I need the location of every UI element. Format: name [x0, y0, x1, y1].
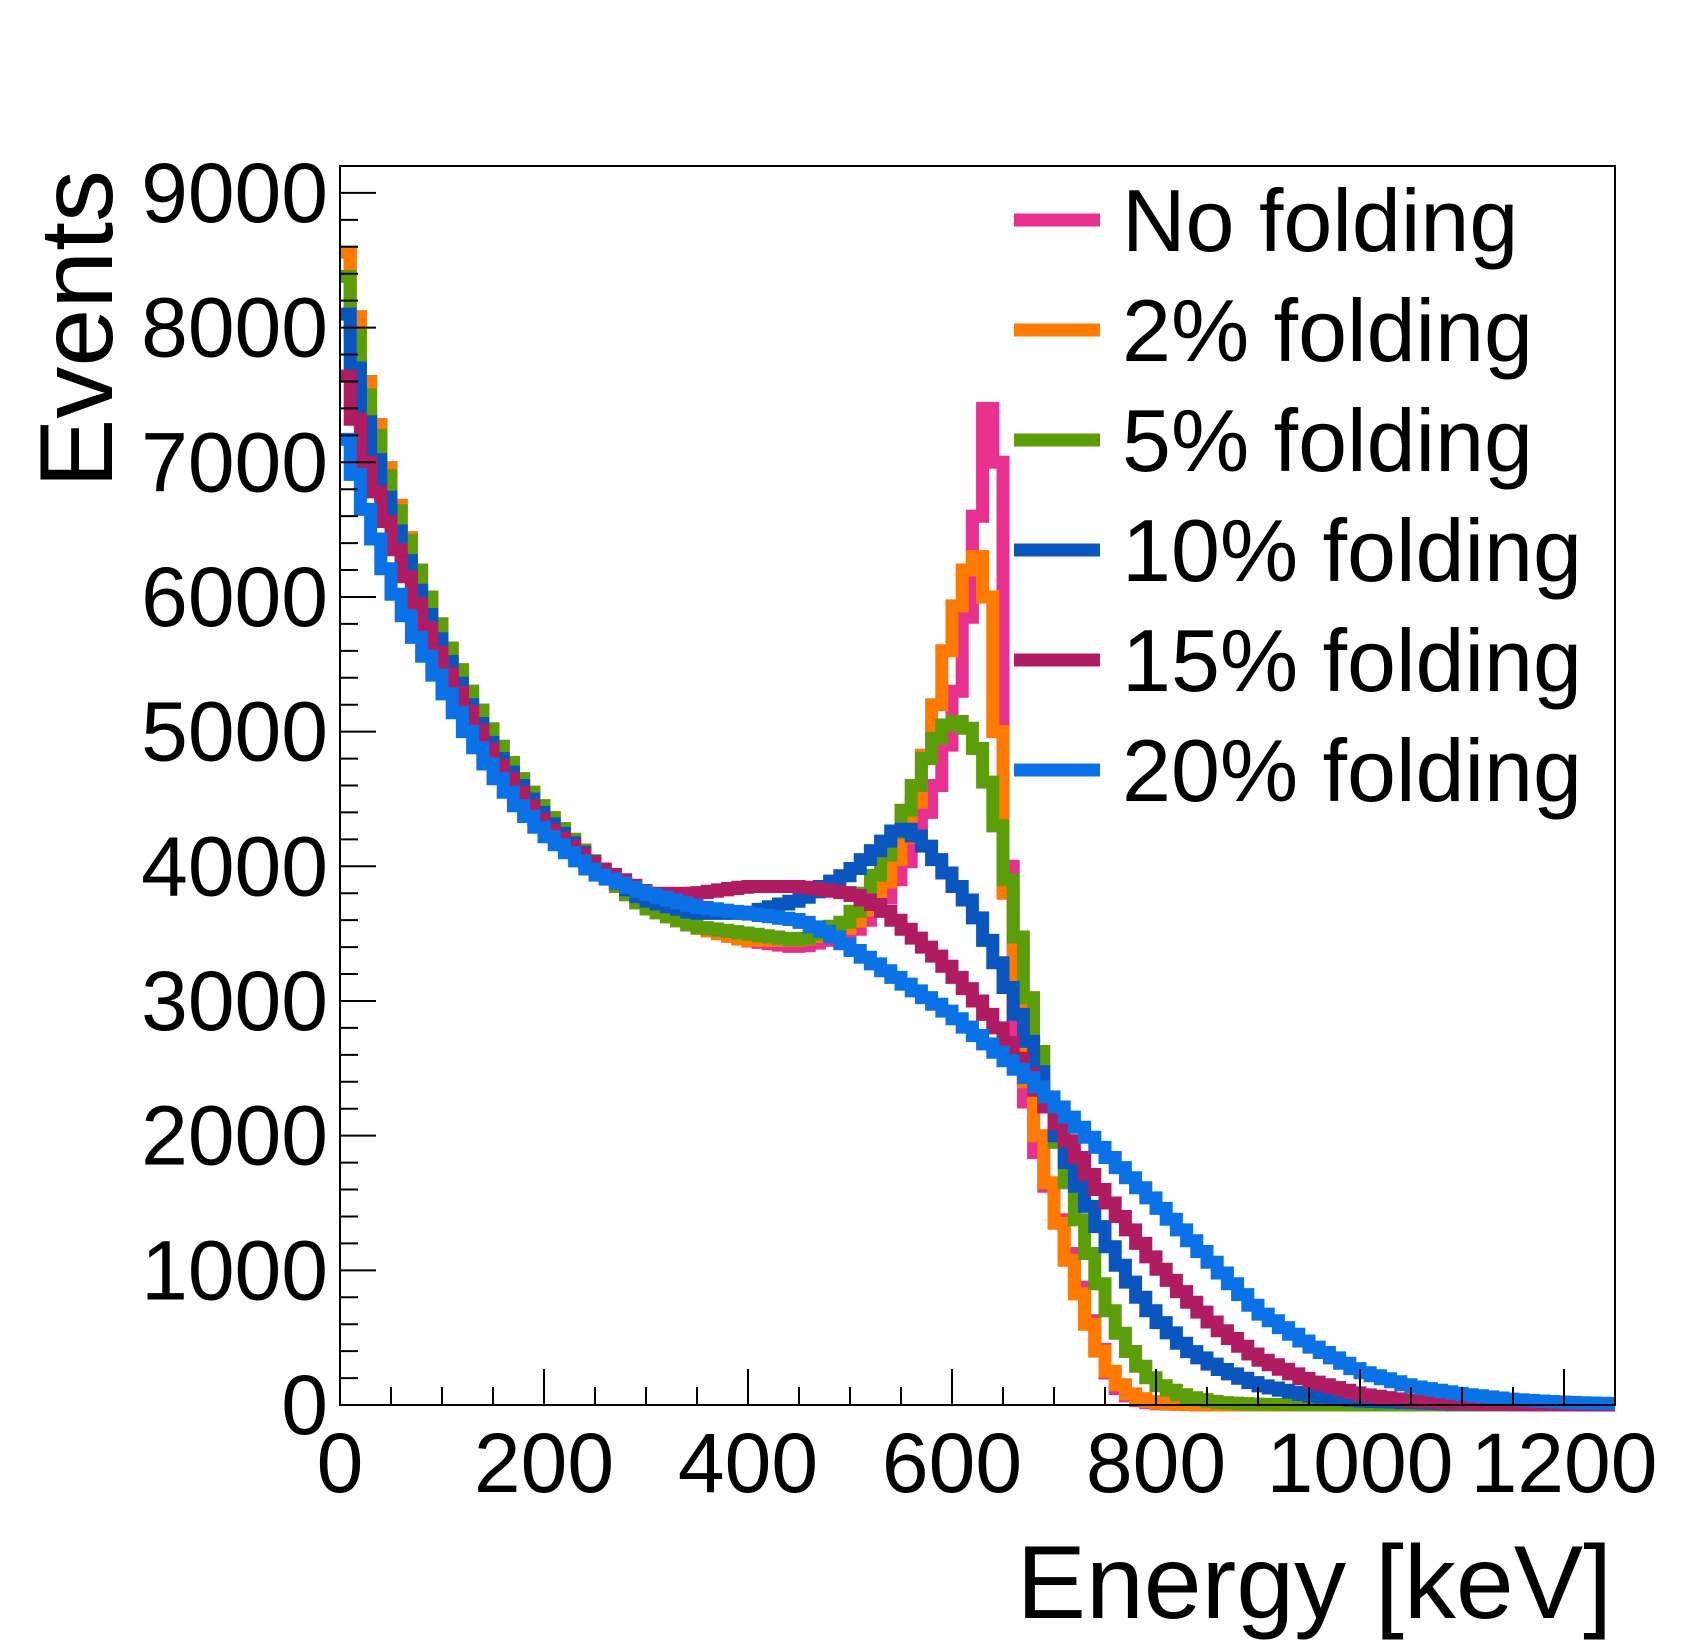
y-tick-label: 1000 — [141, 1223, 328, 1317]
y-axis-title: Events — [19, 170, 135, 488]
x-tick-label: 400 — [678, 1416, 818, 1510]
y-tick-label: 7000 — [141, 415, 328, 509]
x-axis-title: Energy [keV] — [1017, 1525, 1612, 1641]
y-tick-label: 0 — [281, 1358, 328, 1452]
tick-labels-layer: 0 200 400 600 800 1000 12000100020003000400050… — [141, 146, 1657, 1510]
x-tick-label: 1000 — [1267, 1416, 1454, 1510]
ticks-layer — [339, 165, 1616, 1406]
y-tick-label: 8000 — [141, 281, 328, 375]
y-tick-label: 2000 — [141, 1089, 328, 1183]
y-tick-label: 6000 — [141, 550, 328, 644]
y-tick-label: 5000 — [141, 685, 328, 779]
legend-label: 2% folding — [1122, 281, 1533, 380]
legend-label: 5% folding — [1122, 391, 1533, 490]
x-tick-label: 800 — [1086, 1416, 1226, 1510]
x-tick-label: 200 — [474, 1416, 614, 1510]
series-layer — [340, 245, 1615, 1412]
x-tick-label: 1200 — [1471, 1416, 1658, 1510]
y-tick-label: 9000 — [141, 146, 328, 240]
y-tick-label: 4000 — [141, 819, 328, 913]
legend-label: 20% folding — [1122, 721, 1582, 820]
y-tick-label: 3000 — [141, 954, 328, 1048]
legend-label: 15% folding — [1122, 611, 1582, 710]
x-tick-label: 0 — [317, 1416, 364, 1510]
legend-label: 10% folding — [1122, 501, 1582, 600]
legend-label: No folding — [1122, 171, 1518, 270]
legend: No folding 2% folding 5% folding 10% foldin… — [1014, 171, 1582, 820]
series-line-5 — [340, 432, 1615, 1410]
x-tick-label: 600 — [882, 1416, 1022, 1510]
